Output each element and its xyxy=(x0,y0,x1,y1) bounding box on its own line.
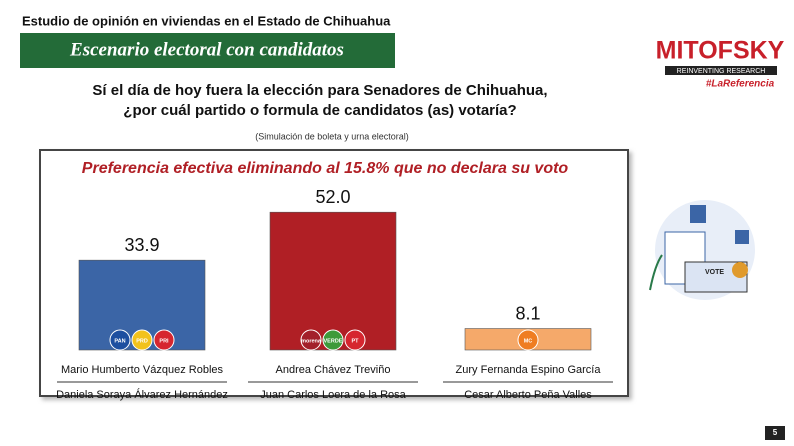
question-note: (Simulación de boleta y urna electoral) xyxy=(255,131,409,141)
logo-bar xyxy=(665,66,777,75)
party-label: PRI xyxy=(159,338,169,344)
party-logo xyxy=(517,329,539,351)
party-label: MC xyxy=(524,338,533,344)
candidate-name: Daniela Soraya Álvarez Hernández xyxy=(56,388,228,401)
logo: MITOFSKY xyxy=(656,37,785,65)
party-label: PAN xyxy=(114,338,125,344)
question: ¿por cuál partido o formula de candidato… xyxy=(123,102,516,119)
page-number-box xyxy=(765,426,785,440)
party-logo xyxy=(109,329,131,351)
party-label: VERDE xyxy=(324,338,343,344)
candidate-name: Zury Fernanda Espino García xyxy=(456,364,602,376)
value-label: 8.1 xyxy=(515,303,540,323)
party-logo xyxy=(344,329,366,351)
value-label: 33.9 xyxy=(124,235,159,255)
logo-tagline: REINVENTING RESEARCH xyxy=(677,68,766,75)
party-logo xyxy=(300,329,322,351)
party-label: morena xyxy=(301,338,322,344)
party-logo xyxy=(322,329,344,351)
party-logo xyxy=(153,329,175,351)
logo-hashtag: #LaReferencia xyxy=(706,79,775,90)
ballot-box-label: VOTE xyxy=(705,269,724,276)
chart-title: Preferencia efectiva eliminando al 15.8%… xyxy=(82,160,569,177)
section-banner xyxy=(20,33,395,68)
candidate-name: Cesar Alberto Peña Valles xyxy=(464,389,592,401)
bar xyxy=(269,211,397,351)
page-number: 5 xyxy=(773,428,778,437)
value-label: 52.0 xyxy=(315,187,350,207)
candidate-name: Andrea Chávez Treviño xyxy=(276,364,391,376)
party-label: PRD xyxy=(136,338,148,344)
question: Sí el día de hoy fuera la elección para … xyxy=(92,82,547,99)
party-logo xyxy=(131,329,153,351)
illustration: VOTE xyxy=(649,200,755,300)
candidate-name: Juan Carlos Loera de la Rosa xyxy=(260,389,406,401)
party-label: PT xyxy=(351,338,359,344)
candidate-name: Mario Humberto Vázquez Robles xyxy=(61,364,224,376)
section-title: Escenario electoral con candidatos xyxy=(69,39,344,60)
study-title: Estudio de opinión en viviendas en el Es… xyxy=(22,13,391,28)
